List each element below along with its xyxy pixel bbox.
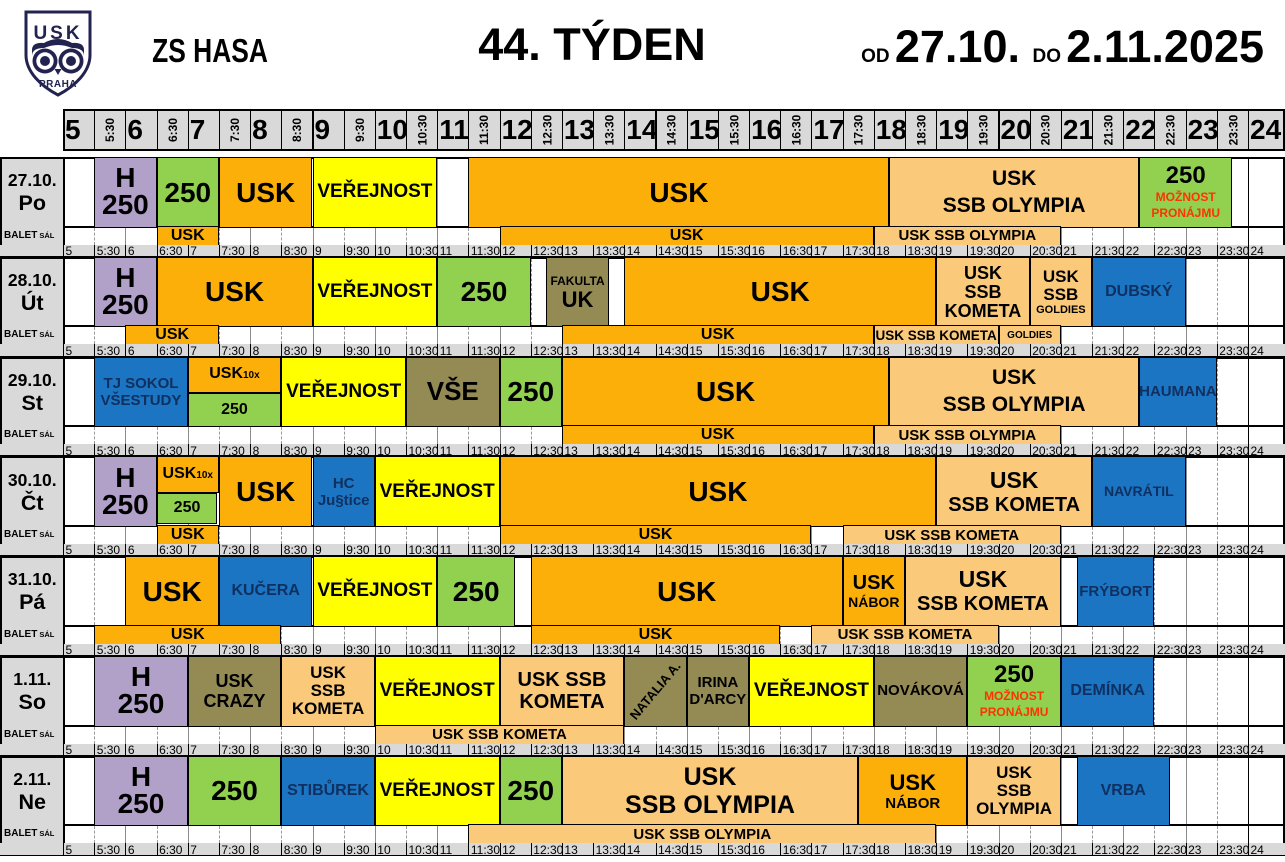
svg-text:PRAHA: PRAHA xyxy=(39,79,77,90)
svg-text:USK: USK xyxy=(33,23,82,44)
